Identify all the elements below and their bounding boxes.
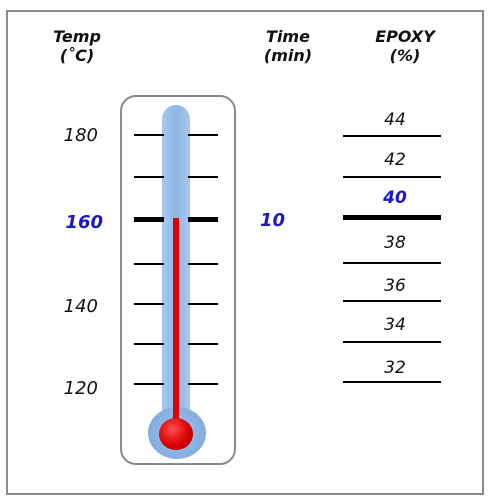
tick-150-right — [188, 263, 218, 265]
epoxy-value-32: 32 — [384, 358, 406, 378]
tick-120-left — [134, 383, 164, 385]
temp-header: Temp (˚C) — [46, 27, 108, 65]
time-header: Time (min) — [253, 27, 323, 65]
temp-label-180: 180 — [63, 125, 98, 146]
temp-label-160: 160 — [65, 212, 103, 233]
tick-130-right — [188, 343, 218, 345]
epoxy-line-40 — [343, 215, 441, 220]
epoxy-value-34: 34 — [384, 315, 406, 335]
tick-120-right — [188, 383, 218, 385]
time-value: 10 — [260, 210, 286, 231]
temp-header-title: Temp — [53, 27, 101, 46]
epoxy-line-36 — [343, 300, 441, 302]
epoxy-line-42 — [343, 176, 441, 178]
epoxy-header-title: EPOXY — [375, 27, 435, 46]
tick-150-left — [134, 263, 164, 265]
time-header-title: Time — [266, 27, 310, 46]
epoxy-value-44: 44 — [384, 110, 406, 130]
tick-130-left — [134, 343, 164, 345]
mercury-bulb — [159, 418, 193, 450]
epoxy-value-40: 40 — [383, 188, 407, 208]
epoxy-value-36: 36 — [384, 276, 406, 296]
temp-header-unit: (˚C) — [59, 46, 95, 65]
epoxy-line-38 — [343, 262, 441, 264]
epoxy-line-34 — [343, 341, 441, 343]
tick-160-right — [188, 217, 218, 222]
epoxy-value-38: 38 — [384, 233, 406, 253]
tick-180-right — [188, 134, 218, 136]
epoxy-header-unit: (%) — [389, 46, 421, 65]
epoxy-line-44 — [343, 135, 441, 137]
temp-label-120: 120 — [63, 378, 98, 399]
epoxy-line-32 — [343, 381, 441, 383]
temp-label-140: 140 — [63, 296, 98, 317]
tick-170-left — [134, 176, 164, 178]
epoxy-value-42: 42 — [384, 150, 406, 170]
tick-170-right — [188, 176, 218, 178]
tick-160-left — [134, 217, 164, 222]
tick-180-left — [134, 134, 164, 136]
panel-frame — [6, 10, 484, 495]
tick-140-right — [188, 303, 218, 305]
epoxy-header: EPOXY (%) — [360, 27, 450, 65]
time-header-unit: (min) — [263, 46, 313, 65]
mercury-column — [173, 218, 179, 425]
tick-140-left — [134, 303, 164, 305]
